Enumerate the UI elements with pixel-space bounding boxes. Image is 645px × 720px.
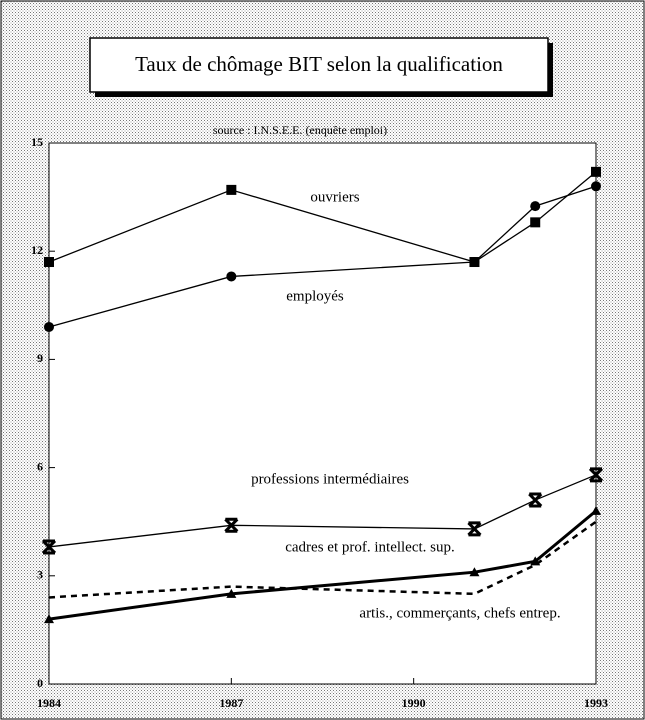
chart-subtitle: source : I.N.S.E.E. (enquête emploi)	[213, 123, 387, 137]
y-tick-label: 6	[37, 459, 43, 473]
x-tick-label: 1993	[584, 696, 608, 710]
marker	[469, 257, 480, 268]
x-tick-label: 1990	[402, 696, 426, 710]
y-tick-label: 0	[37, 676, 43, 690]
y-tick-label: 12	[31, 243, 43, 257]
series-line	[48, 520, 597, 599]
marker	[44, 321, 54, 332]
title-box	[89, 37, 549, 93]
chart-title: Taux de chômage BIT selon la qualificati…	[135, 52, 503, 76]
y-tick-label: 9	[37, 351, 43, 365]
x-tick-label: 1984	[37, 696, 61, 710]
marker	[530, 201, 541, 212]
marker	[528, 492, 543, 508]
marker	[41, 539, 57, 555]
marker	[591, 505, 601, 515]
marker	[530, 217, 541, 228]
marker	[224, 517, 239, 533]
marker	[588, 467, 604, 483]
series-label: professions intermédiaires	[251, 471, 409, 487]
series-label: employés	[286, 288, 344, 304]
series-label: cadres et prof. intellect. sup.	[285, 539, 455, 555]
series-label: ouvriers	[310, 189, 359, 205]
marker	[226, 271, 237, 282]
marker	[44, 614, 54, 624]
marker	[591, 181, 601, 192]
marker	[226, 184, 237, 195]
marker	[226, 588, 237, 598]
marker	[44, 257, 54, 268]
marker	[591, 166, 601, 177]
marker	[467, 521, 482, 537]
plot-area	[48, 142, 597, 685]
x-tick-label: 1987	[219, 696, 243, 710]
marker	[469, 567, 480, 577]
series-label: artis., commerçants, chefs entrep.	[359, 605, 560, 621]
y-tick-label: 3	[37, 568, 43, 582]
y-tick-label: 15	[31, 135, 43, 149]
